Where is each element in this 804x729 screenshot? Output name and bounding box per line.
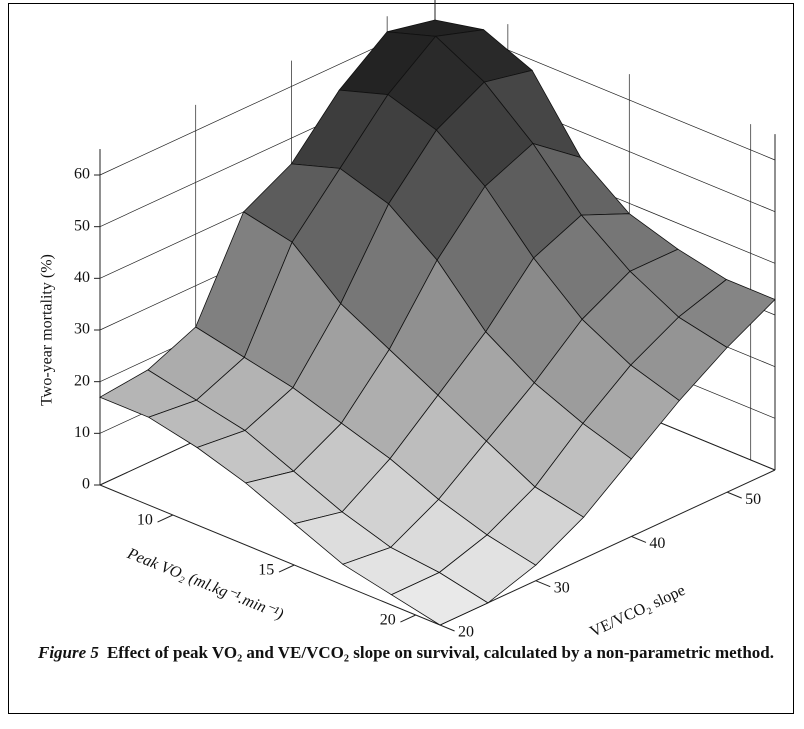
y-axis-title: VE/VCO₂ slope: [587, 582, 687, 641]
z-tick-label: 10: [74, 424, 90, 441]
surface-facet: [390, 572, 489, 626]
z-tick-label: 20: [74, 372, 90, 389]
y-tick-label: 40: [649, 535, 665, 552]
y-tick: [631, 535, 647, 543]
axis-line: [439, 469, 776, 626]
y-tick-label: 30: [554, 579, 570, 596]
x-tick: [157, 514, 174, 523]
y-tick-label: 50: [745, 491, 761, 508]
z-tick-label: 50: [74, 217, 90, 234]
x-tick-label: 15: [258, 562, 274, 579]
x-axis-title: Peak VO₂ (ml.kg⁻¹.min⁻¹): [124, 545, 286, 624]
z-tick-label: 0: [82, 476, 90, 493]
z-tick-label: 60: [74, 166, 90, 183]
y-tick: [439, 624, 455, 632]
caption: Figure 5 Effect of peak VO₂ and VE/VCO₂ s…: [38, 642, 788, 664]
x-tick: [278, 564, 295, 573]
figure-frame: [8, 3, 794, 714]
y-tick-label: 20: [458, 624, 474, 641]
z-tick-label: 40: [74, 269, 90, 286]
x-tick: [400, 614, 416, 623]
y-tick: [535, 580, 551, 588]
z-tick-label: 30: [74, 321, 90, 338]
y-tick: [726, 491, 742, 499]
axis-line: [99, 484, 441, 626]
x-tick-label: 10: [137, 512, 153, 529]
z-axis-title: Two-year mortality (%): [39, 254, 56, 406]
x-tick-label: 20: [380, 612, 396, 629]
caption-text: Effect of peak VO₂ and VE/VCO₂ slope on …: [106, 643, 774, 662]
caption-label: Figure 5: [38, 643, 99, 662]
